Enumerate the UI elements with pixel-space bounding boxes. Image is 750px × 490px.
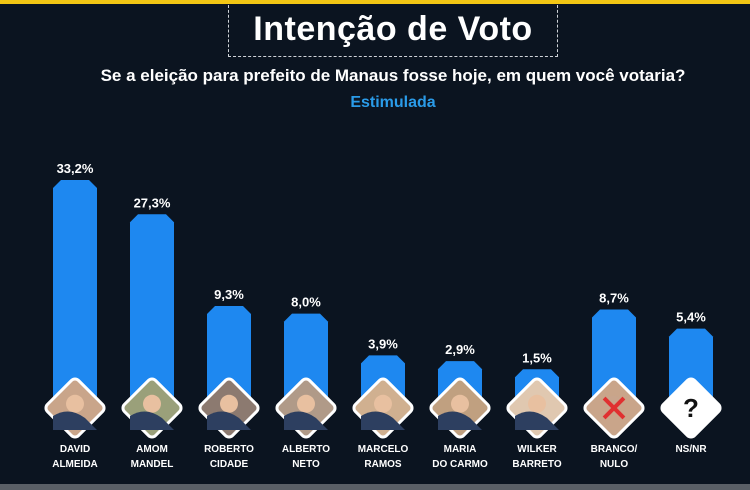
category-label: MANDEL [131, 459, 174, 470]
chart-title: Intenção de Voto [253, 10, 533, 48]
candidate-avatar [660, 377, 722, 439]
data-label: 3,9% [368, 336, 398, 351]
candidate-avatar [583, 377, 645, 439]
category-label: WILKER [517, 444, 557, 455]
bar [284, 313, 328, 405]
category-label: RAMOS [364, 459, 402, 470]
question-mark-icon: ? [683, 393, 699, 423]
person-icon [606, 395, 622, 412]
data-label: 8,7% [599, 291, 629, 306]
data-label: 33,2% [57, 161, 94, 176]
category-label: MARCELO [358, 444, 409, 455]
data-label: 9,3% [214, 287, 244, 302]
candidate-avatar [198, 377, 260, 439]
category-label: ALMEIDA [52, 459, 98, 470]
bar [130, 214, 174, 405]
data-label: 2,9% [445, 342, 475, 357]
candidate-avatar [352, 377, 414, 439]
category-label: ALBERTO [282, 444, 330, 455]
category-label: NS/NR [675, 444, 707, 455]
candidate-avatar [44, 377, 106, 439]
category-label: DO CARMO [432, 459, 488, 470]
candidate-avatar [275, 377, 337, 439]
category-label: ROBERTO [204, 444, 254, 455]
bar [53, 180, 97, 405]
scenario-label: Estimulada [350, 94, 436, 111]
bottom-strip [0, 484, 750, 490]
category-label: DAVID [60, 444, 90, 455]
category-label: MARIA [444, 444, 477, 455]
candidate-avatar [506, 377, 568, 439]
category-label: AMOM [136, 444, 168, 455]
category-label: CIDADE [210, 459, 249, 470]
category-label: BARRETO [512, 459, 561, 470]
data-label: 8,0% [291, 295, 321, 310]
category-label: NETO [292, 459, 320, 470]
top-accent-bar [0, 0, 750, 4]
candidate-avatar [429, 377, 491, 439]
chart-subtitle: Se a eleição para prefeito de Manaus fos… [100, 66, 686, 85]
data-label: 1,5% [522, 350, 552, 365]
category-label: BRANCO/ [591, 444, 638, 455]
data-label: 27,3% [134, 195, 171, 210]
data-label: 5,4% [676, 310, 706, 325]
category-label: NULO [600, 459, 629, 470]
bar [592, 309, 636, 405]
title-frame [228, 5, 558, 57]
bar [207, 306, 251, 405]
candidate-avatar [121, 377, 183, 439]
